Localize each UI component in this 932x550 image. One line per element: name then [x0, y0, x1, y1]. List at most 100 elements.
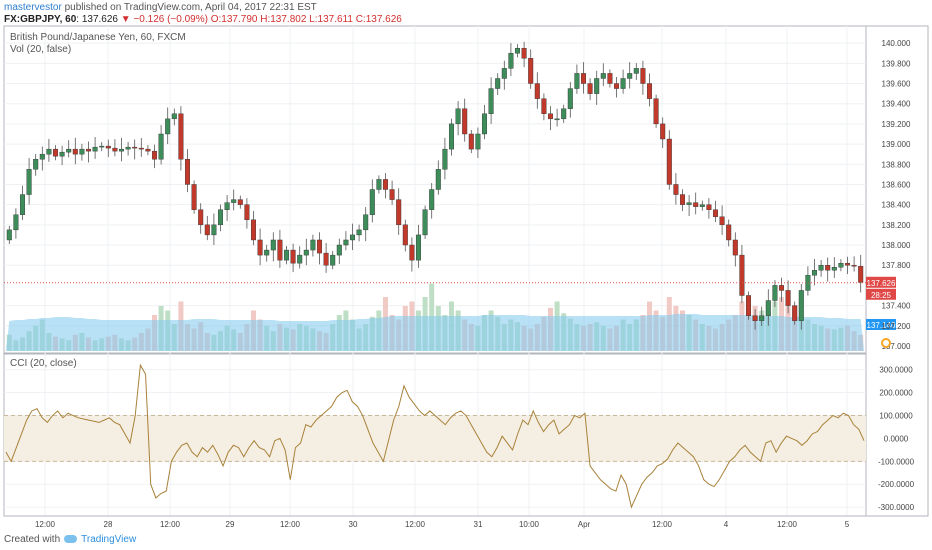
- candle-body: [759, 315, 765, 321]
- candle-body: [719, 216, 725, 226]
- candle-body: [825, 265, 831, 271]
- candle-body: [369, 189, 375, 215]
- candle-body: [72, 148, 78, 155]
- candle-body: [303, 249, 309, 256]
- candle-body: [125, 146, 131, 150]
- candle-body: [561, 108, 567, 120]
- time-tick-label: 12:00: [777, 520, 798, 529]
- volume-avg-label: 137.140: [867, 321, 896, 330]
- candle-body: [6, 229, 12, 241]
- candle-body: [712, 209, 719, 217]
- candle-body: [277, 239, 283, 261]
- time-tick-label: 12:00: [405, 520, 426, 529]
- candle-body: [838, 262, 844, 268]
- candle-body: [178, 113, 184, 160]
- footer: Created with TradingView: [4, 534, 136, 545]
- candle-body: [389, 189, 395, 200]
- price-tick-label: 139.000: [882, 140, 911, 149]
- candle-body: [46, 148, 52, 155]
- candle-body: [316, 239, 323, 254]
- candle-body: [851, 265, 857, 267]
- candle-body: [468, 133, 474, 150]
- price-axis[interactable]: [865, 25, 929, 517]
- price-tick-label: 137.800: [882, 261, 911, 270]
- open-value: O:137.790: [210, 14, 258, 25]
- candle-body: [673, 184, 679, 195]
- down-arrow-icon: ▼: [120, 14, 131, 25]
- publish-text: published on TradingView.com, April 04, …: [64, 2, 317, 13]
- candle-body: [158, 133, 164, 160]
- candle-body: [422, 209, 428, 236]
- candle-body: [363, 214, 369, 231]
- candle-body: [112, 147, 118, 152]
- candle-body: [211, 224, 217, 236]
- price-tick-label: 138.000: [882, 241, 911, 250]
- candle-body: [818, 265, 824, 271]
- last-price-badge: [866, 276, 896, 288]
- candle-body: [92, 146, 98, 152]
- candle-body: [99, 145, 105, 148]
- cci-tick-label: -200.0000: [878, 480, 915, 489]
- candle-body: [59, 151, 65, 157]
- candle-body: [343, 239, 349, 246]
- candle-body: [19, 194, 26, 215]
- candle-body: [508, 53, 514, 69]
- cci-line: [5, 363, 865, 509]
- close-value: C:137.626: [355, 14, 402, 25]
- pane-title: British Pound/Japanese Yen, 60, FXCM: [10, 32, 186, 43]
- candle-body: [613, 83, 620, 89]
- candle-body: [858, 266, 864, 283]
- price-tick-label: 137.400: [882, 302, 911, 311]
- candle-body: [811, 270, 818, 276]
- candle-body: [264, 249, 270, 256]
- candle-body: [481, 113, 488, 135]
- candle-body: [79, 148, 85, 155]
- candle-body: [732, 239, 738, 256]
- candle-body: [66, 148, 72, 153]
- time-tick-label: 12:00: [280, 520, 301, 529]
- candle-body: [666, 138, 672, 185]
- candle-body: [594, 78, 600, 94]
- candle-body: [792, 305, 798, 321]
- candle-body: [633, 68, 639, 74]
- candle-body: [39, 153, 45, 160]
- volume-label: Vol (20, false): [10, 44, 71, 55]
- candle-body: [323, 252, 329, 266]
- candle-body: [462, 108, 468, 135]
- tv-logo-icon: [881, 338, 891, 348]
- price-tick-label: 139.600: [882, 80, 911, 89]
- candle-body: [52, 148, 59, 157]
- time-tick-label: 5: [845, 520, 850, 529]
- candle-body: [138, 147, 144, 150]
- candle-body: [580, 73, 587, 84]
- author-link[interactable]: mastervestor: [4, 2, 62, 13]
- candle-body: [283, 249, 290, 261]
- candle-body: [191, 184, 197, 210]
- candle-body: [26, 169, 32, 195]
- candle-body: [660, 123, 666, 140]
- candle-body: [118, 148, 125, 152]
- candle-body: [501, 68, 507, 79]
- grid: [4, 26, 866, 516]
- price-tick-label: 137.200: [882, 322, 911, 331]
- price-tick-label: 138.600: [882, 180, 911, 189]
- countdown-badge: [866, 288, 896, 300]
- cci-tick-label: 100.0000: [879, 412, 913, 421]
- candle-body: [237, 199, 243, 205]
- candle-body: [455, 108, 461, 125]
- cci-title: CCI (20, close): [10, 358, 77, 369]
- created-with-text: Created with: [4, 534, 61, 545]
- candle-body: [528, 58, 534, 84]
- brand-link[interactable]: TradingView: [81, 534, 137, 545]
- candle-body: [521, 47, 527, 59]
- candle-body: [640, 68, 646, 84]
- cci-tick-label: -100.0000: [878, 457, 915, 466]
- candle-body: [805, 275, 811, 291]
- candle-body: [831, 267, 837, 271]
- time-tick-label: 28: [104, 520, 113, 529]
- cci-tick-label: 200.0000: [879, 389, 913, 398]
- candle-body: [693, 202, 699, 207]
- candle-body: [204, 224, 210, 236]
- candle-body: [587, 83, 593, 94]
